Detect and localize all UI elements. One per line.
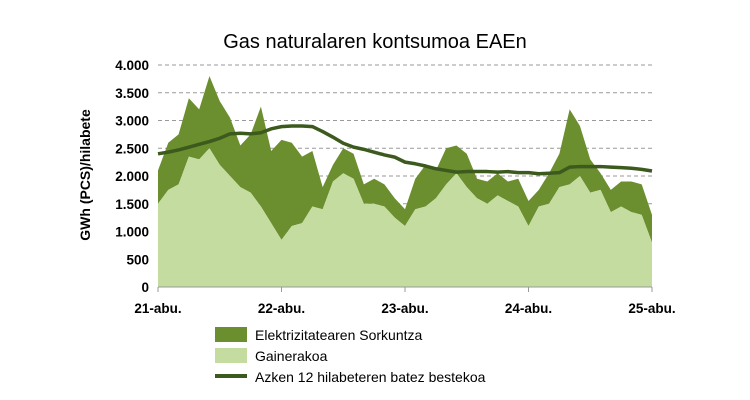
legend-label: Elektrizitatearen Sorkuntza <box>255 327 423 343</box>
x-tick-label: 23-abu. <box>381 301 428 316</box>
y-tick-label: 3.500 <box>115 86 149 101</box>
x-tick-label: 21-abu. <box>134 301 181 316</box>
y-tick-label: 2.500 <box>115 141 149 156</box>
y-tick-label: 1.500 <box>115 197 149 212</box>
y-tick-label: 1.000 <box>115 225 149 240</box>
legend: Elektrizitatearen Sorkuntza Gainerakoa Azk… <box>215 327 486 385</box>
y-tick-label: 500 <box>126 252 149 267</box>
y-tick-label: 4.000 <box>115 58 149 73</box>
legend-swatch-elektrizitatearen-sorkuntza <box>215 327 247 342</box>
plot-areas <box>158 76 652 287</box>
y-tick-label: 3.000 <box>115 114 149 129</box>
chart-title: Gas naturalaren kontsumoa EAEn <box>223 31 527 53</box>
plot-lines <box>157 124 653 176</box>
y-tick-label: 0 <box>141 280 149 295</box>
y-tick-label: 2.000 <box>115 169 149 184</box>
area-elektrizitatearen-sorkuntza <box>158 76 652 243</box>
y-axis-label: GWh (PCS)/hilabete <box>77 109 93 241</box>
x-tick-label: 22-abu. <box>258 301 305 316</box>
legend-swatch-gainerakoa <box>215 348 247 363</box>
legend-label: Gainerakoa <box>255 348 328 364</box>
y-axis-ticks: 0 500 1.000 1.500 2.000 2.500 3.000 3.500 4.000 <box>115 58 149 295</box>
x-axis-ticks: 21-abu. 22-abu. 23-abu. 24-abu. 25-abu. <box>134 287 676 316</box>
x-tick-label: 25-abu. <box>628 301 675 316</box>
line-azken-12-hilabeteren-batez-bestekoa <box>157 124 653 176</box>
legend-label: Azken 12 hilabeteren batez bestekoa <box>255 369 486 385</box>
area-gainerakoa <box>158 148 652 287</box>
x-tick-label: 24-abu. <box>505 301 552 316</box>
